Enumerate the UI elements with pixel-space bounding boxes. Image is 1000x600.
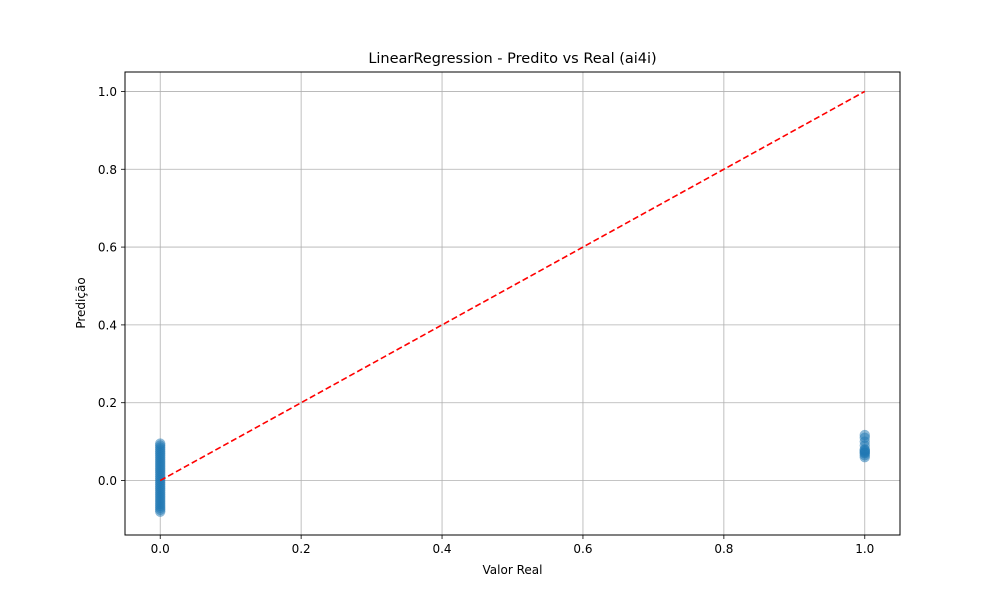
plot-frame bbox=[124, 71, 901, 536]
x-tick-label: 0.2 bbox=[292, 542, 311, 556]
x-tick-label: 1.0 bbox=[855, 542, 874, 556]
ideal-prediction-line bbox=[159, 90, 866, 482]
y-tick-label: 0.4 bbox=[98, 318, 117, 332]
x-axis-label: Valor Real bbox=[483, 563, 543, 577]
axis-ticks: 0.0 0.2 0.4 0.6 0.8 1.0 0.0 0.2 0.4 0.6 0.8 1.0 bbox=[98, 85, 874, 556]
y-tick-label: 0.2 bbox=[98, 396, 117, 410]
x-tick-label: 0.0 bbox=[151, 542, 170, 556]
scatter-point bbox=[859, 429, 871, 441]
y-tick-label: 0.8 bbox=[98, 163, 117, 177]
y-axis-label: Predição bbox=[74, 277, 88, 328]
x-tick-label: 0.4 bbox=[432, 542, 451, 556]
y-tick-label: 0.0 bbox=[98, 474, 117, 488]
x-tick-label: 0.6 bbox=[573, 542, 592, 556]
reference-line bbox=[159, 90, 866, 482]
chart-title: LinearRegression - Predito vs Real (ai4i… bbox=[368, 51, 656, 67]
y-tick-label: 1.0 bbox=[98, 85, 117, 99]
y-tick-label: 0.6 bbox=[98, 241, 117, 255]
grid-lines bbox=[125, 72, 900, 535]
x-tick-label: 0.8 bbox=[714, 542, 733, 556]
data-points bbox=[154, 429, 871, 517]
scatter-point bbox=[154, 438, 166, 449]
